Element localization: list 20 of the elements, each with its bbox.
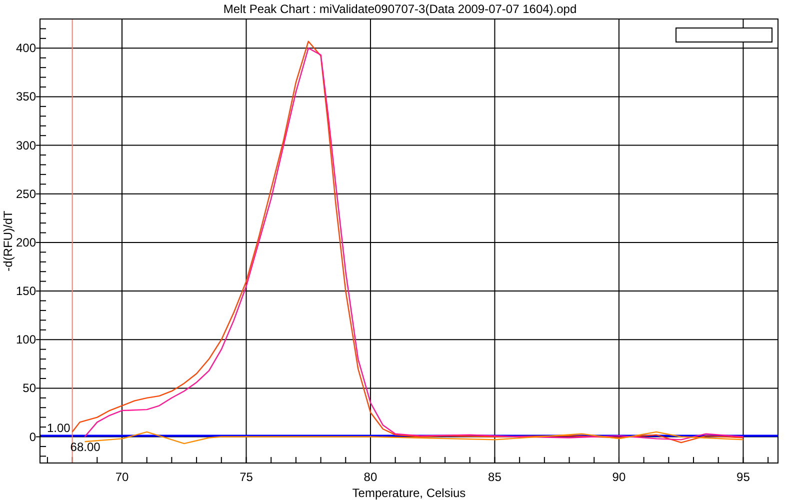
y-tick-label: 200 [16, 235, 36, 250]
x-tick-label: 90 [612, 470, 626, 484]
x-tick-label: 85 [488, 470, 502, 484]
x-tick-label: 75 [240, 470, 254, 484]
y-tick-label: 250 [16, 186, 36, 201]
y-tick-label: 150 [16, 284, 36, 298]
ref-line-label: 1.00 [46, 420, 71, 435]
y-tick-label: 400 [16, 41, 36, 56]
line-series [84, 431, 744, 444]
x-tick-label: 70 [115, 470, 129, 484]
chart-title: Melt Peak Chart : miValidate090707-3(Data 2009-07-07 1604).opd [223, 2, 577, 16]
y-tick-label: 350 [16, 90, 36, 104]
x-axis-title: Temperature, Celsius [352, 486, 466, 500]
y-tick-label: 0 [29, 430, 36, 444]
x-tick-label: 95 [736, 470, 750, 484]
y-tick-label: 100 [16, 332, 36, 347]
y-tick-label: 50 [22, 381, 36, 396]
x-tick-label: 80 [364, 470, 378, 484]
y-axis-title: -d(RFU)/dT [1, 210, 15, 272]
y-tick-label: 300 [16, 138, 36, 152]
